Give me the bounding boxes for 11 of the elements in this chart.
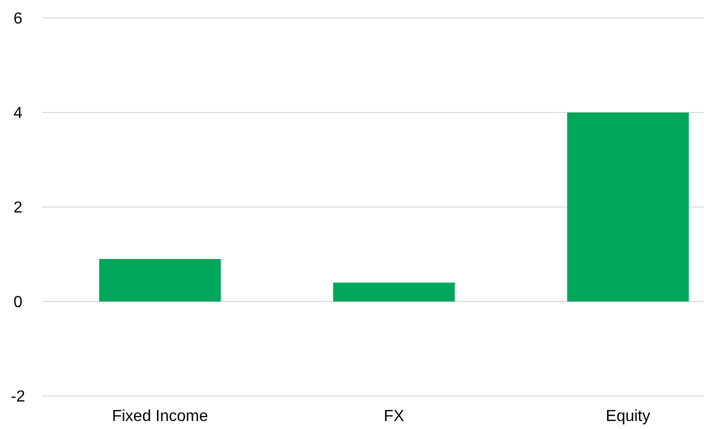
y-tick-label: 4 <box>14 105 23 122</box>
bar <box>333 282 455 302</box>
x-tick-label: Fixed Income <box>112 408 208 425</box>
x-tick-label: Equity <box>606 408 650 425</box>
y-tick-label: 2 <box>14 200 23 217</box>
x-tick-label: FX <box>384 408 405 425</box>
y-tick-label: 0 <box>14 294 23 312</box>
y-tick-label: 6 <box>14 10 23 28</box>
bar <box>99 258 221 302</box>
bar <box>567 112 689 302</box>
y-tick-label: -2 <box>10 388 26 406</box>
